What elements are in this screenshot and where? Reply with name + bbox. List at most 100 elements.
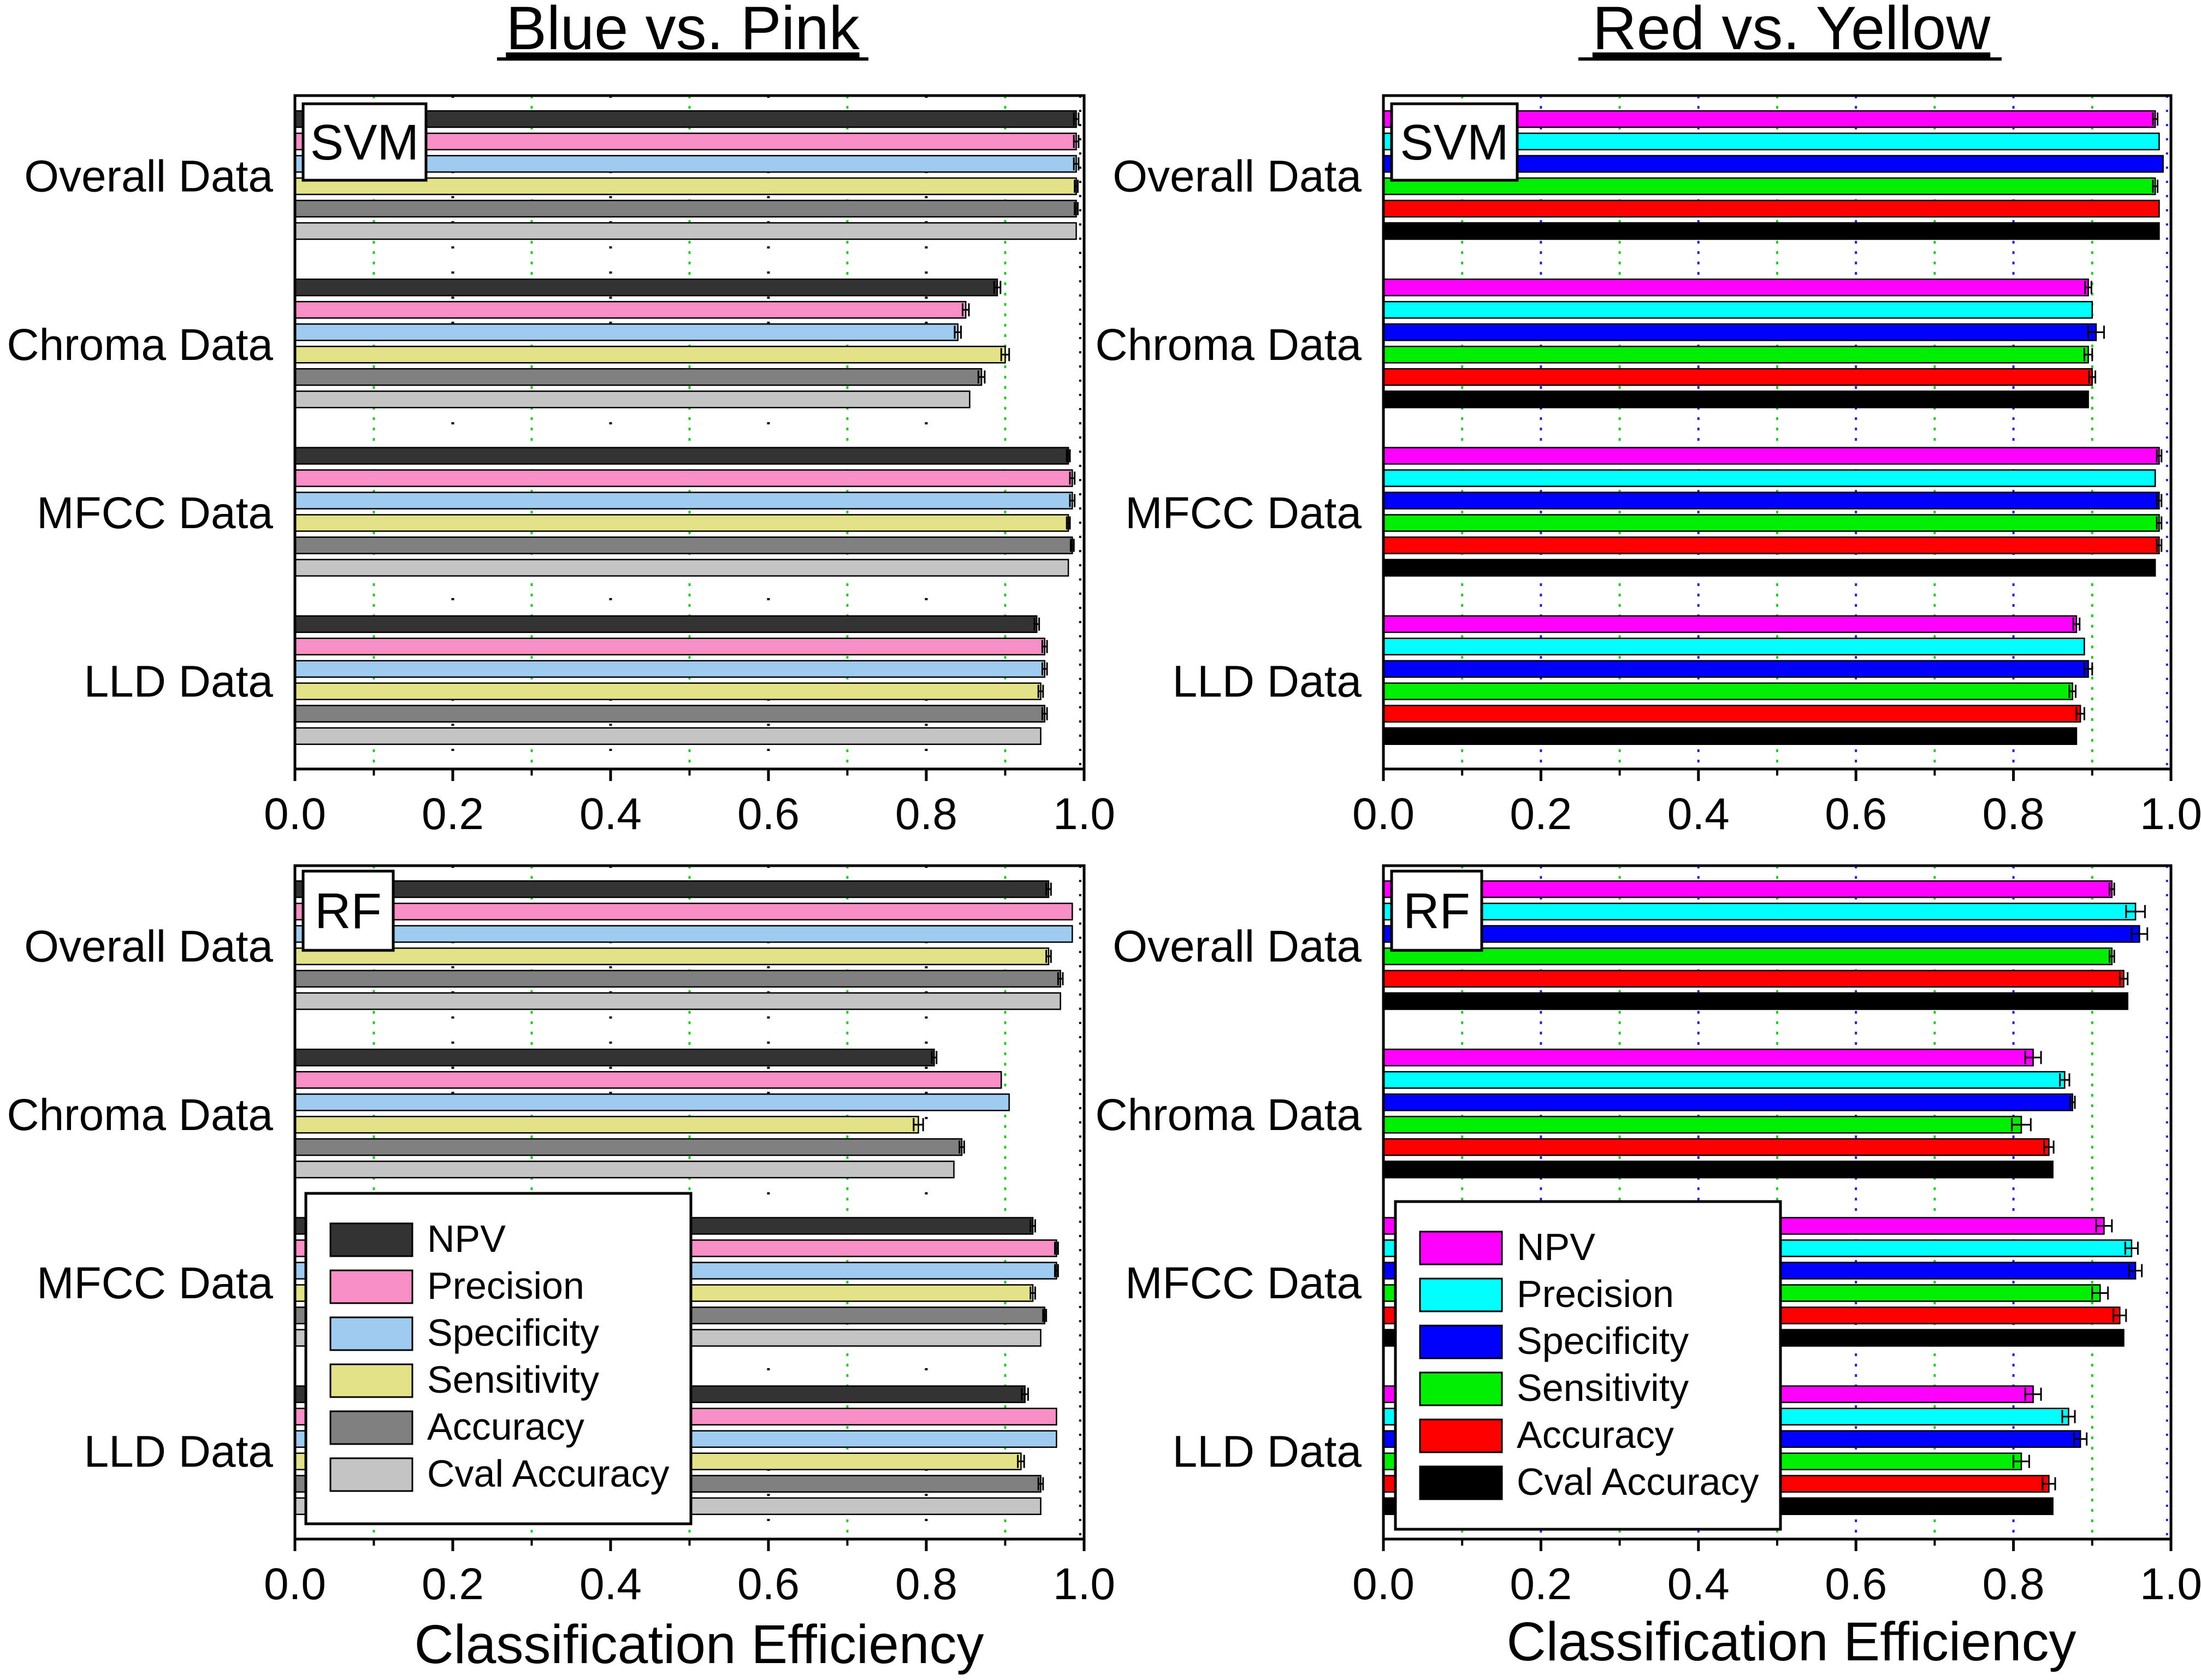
bar-specificity (294, 660, 1045, 678)
category-label: LLD Data (1173, 1427, 1362, 1476)
bar-accuracy (294, 536, 1073, 554)
legend-swatch (1419, 1371, 1503, 1406)
bar-specificity (1382, 1093, 2073, 1111)
model-label-box (1390, 869, 1483, 952)
xlabel-bottom-left: Classification Efficiency (414, 1614, 984, 1675)
category-label: Chroma Data (7, 320, 273, 370)
bar-npv (1382, 279, 2089, 297)
bar-npv (1382, 880, 2113, 898)
x-tick-label: 0.2 (1510, 1559, 1572, 1609)
bar-accuracy (1382, 368, 2093, 386)
bar-cval-accuracy (294, 992, 1061, 1010)
bar-cval-accuracy (1382, 727, 2078, 745)
bar-precision (294, 469, 1073, 487)
x-tick-label: 0.2 (422, 789, 484, 839)
bar-cval-accuracy (294, 727, 1042, 745)
bar-cval-accuracy (1382, 992, 2128, 1010)
category-label: Overall Data (24, 152, 273, 202)
bar-precision (1382, 637, 2085, 655)
x-tick-label: 0.6 (1825, 1559, 1887, 1609)
bar-npv (1382, 447, 2160, 465)
bar-sensitivity (294, 947, 1050, 966)
legend-label: Precision (1517, 1273, 1674, 1315)
bar-sensitivity (294, 682, 1042, 700)
bar-cval-accuracy (294, 391, 971, 409)
legend-swatch (1419, 1418, 1503, 1453)
category-label: Chroma Data (1095, 320, 1362, 370)
bar-npv (1382, 615, 2078, 633)
bar-precision (294, 637, 1045, 655)
bar-accuracy (1382, 536, 2160, 554)
panel-rf-red-yellow: Overall Data Chroma Data MFCC Data LLD Data… (1095, 864, 2201, 1609)
column-title-red-yellow: Red vs. Yellow (1593, 0, 1991, 62)
x-tick-label: 0.0 (264, 1559, 326, 1609)
legend-label: Sensitivity (1517, 1367, 1689, 1409)
bar-specificity (294, 492, 1073, 510)
bar-accuracy (294, 969, 1061, 988)
panel-rf-blue-pink: Overall Data Chroma Data MFCC Data LLD Data… (7, 864, 1115, 1609)
model-label: RF (315, 884, 382, 939)
x-tick-label: 0.4 (579, 789, 642, 839)
xlabel-bottom-right: Classification Efficiency (1506, 1611, 2076, 1672)
x-tick-label: 0.2 (422, 1559, 484, 1609)
x-tick-label: 0.8 (895, 789, 957, 839)
bar-cval-accuracy (294, 1161, 955, 1179)
category-label: Chroma Data (7, 1090, 273, 1140)
x-tick-label: 0.0 (264, 789, 326, 839)
bar-sensitivity (1382, 682, 2073, 700)
x-tick-label: 0.6 (737, 1559, 800, 1609)
legend-swatch (329, 1269, 413, 1304)
category-label: Overall Data (1113, 152, 1362, 202)
x-tick-label: 0.8 (895, 1559, 957, 1609)
legend-swatch (329, 1410, 413, 1445)
model-label-box (1390, 102, 1519, 182)
category-label: Overall Data (24, 922, 273, 972)
legend-label: NPV (1517, 1226, 1595, 1268)
bar-precision (294, 902, 1073, 921)
legend-swatch (1419, 1324, 1503, 1359)
bar-cval-accuracy (294, 559, 1069, 577)
bar-sensitivity (1382, 947, 2113, 966)
bar-sensitivity (1382, 514, 2160, 532)
category-label: MFCC Data (37, 488, 273, 538)
bar-cval-accuracy (1382, 1161, 2054, 1179)
bar-accuracy (1382, 199, 2160, 218)
bar-specificity (1382, 925, 2140, 943)
legend-swatch (329, 1457, 413, 1492)
legend-label: Specificity (1517, 1320, 1689, 1362)
bar-cval-accuracy (1382, 391, 2089, 409)
bar-cval-accuracy (1382, 559, 2156, 577)
legend-label: NPV (427, 1217, 506, 1260)
bar-accuracy (294, 705, 1045, 723)
category-label: MFCC Data (1125, 488, 1362, 538)
bar-cval-accuracy (294, 222, 1077, 240)
bar-accuracy (294, 199, 1077, 218)
category-label: LLD Data (84, 656, 274, 706)
legend-label: Accuracy (427, 1405, 584, 1448)
x-tick-label: 0.0 (1352, 789, 1415, 839)
x-tick-label: 1.0 (2140, 789, 2201, 839)
bar-precision (1382, 301, 2093, 319)
bar-npv (294, 279, 998, 297)
bar-accuracy (1382, 1138, 2050, 1156)
bar-specificity (294, 323, 959, 341)
bar-sensitivity (294, 1116, 919, 1134)
bar-specificity (1382, 323, 2097, 341)
bar-sensitivity (294, 514, 1069, 532)
bar-specificity (294, 1093, 1010, 1111)
category-label: LLD Data (84, 1427, 274, 1476)
bar-specificity (1382, 660, 2089, 678)
x-tick-label: 0.8 (1983, 1559, 2045, 1609)
bar-sensitivity (294, 346, 1006, 364)
x-tick-label: 0.6 (1825, 789, 1887, 839)
bar-npv (294, 615, 1038, 633)
model-label-box (301, 869, 395, 952)
x-tick-label: 0.4 (579, 1559, 642, 1609)
legend-swatch (329, 1222, 413, 1257)
x-tick-label: 0.6 (737, 789, 800, 839)
legend-label: Cval Accuracy (1517, 1460, 1759, 1503)
bar-precision (294, 1071, 1002, 1089)
legend-label: Cval Accuracy (427, 1452, 669, 1495)
legend-swatch (1419, 1231, 1503, 1265)
